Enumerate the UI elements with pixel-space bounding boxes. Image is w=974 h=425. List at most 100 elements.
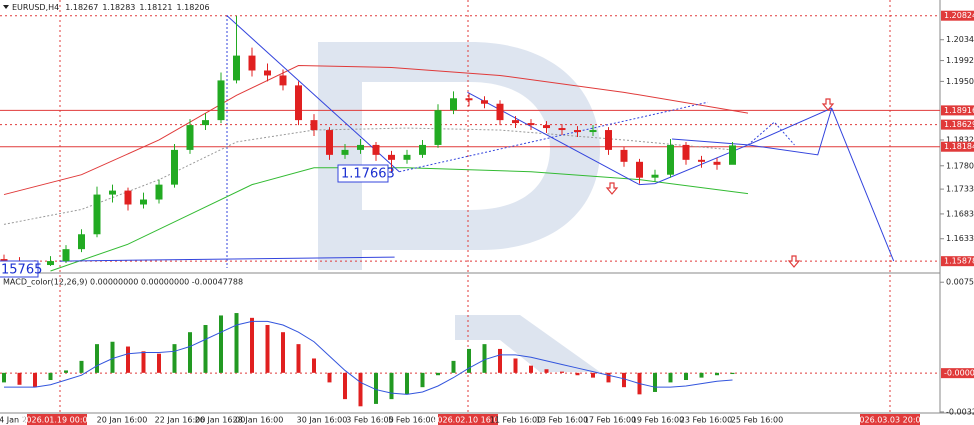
candle-body	[527, 123, 535, 126]
macd-bar	[358, 372, 363, 407]
menu-triangle	[3, 5, 9, 9]
level-label: -0.000026	[944, 369, 974, 378]
y-tick-label: 1.16330	[946, 234, 974, 243]
level-label-bg	[941, 105, 974, 116]
x-tick-label: 17 Feb 16:00	[584, 416, 636, 425]
chart-header: EURUSD,H4 1.18267 1.18283 1.18121 1.18206	[12, 3, 210, 12]
plot	[0, 15, 940, 407]
annotation-box	[0, 260, 39, 278]
level-label: 1.15878	[944, 257, 974, 266]
candle-body	[124, 190, 132, 205]
macd-bar	[281, 332, 285, 373]
y-tick-label: 1.20340	[946, 35, 974, 44]
candle-body	[341, 149, 349, 155]
header-open: 1.18267	[65, 3, 98, 12]
x-tick-label: 11 Feb 16:00	[490, 416, 542, 425]
macd-bar	[296, 344, 301, 373]
y-tick-label: 1.19500	[946, 77, 974, 86]
macd-bar	[2, 372, 6, 383]
macd-bar	[730, 372, 735, 375]
level-label-bg	[941, 256, 974, 267]
x-label-bg	[27, 414, 87, 425]
candle-body	[233, 55, 240, 81]
macd-bar	[513, 358, 518, 373]
macd-bar	[668, 372, 673, 383]
y-tick-label: 1.18320	[946, 135, 974, 144]
macd-bar	[157, 353, 161, 373]
candle-body	[481, 100, 488, 104]
macd-bar	[250, 317, 254, 373]
candle-body	[310, 120, 318, 131]
y-tick-label: 0.0075800	[946, 278, 974, 287]
header-low: 1.18121	[139, 3, 172, 12]
macd-bar	[48, 372, 53, 381]
candle-body	[78, 234, 85, 250]
y-tick-label: 1.17330	[946, 185, 974, 194]
candle-body	[372, 144, 380, 155]
candle-body	[264, 70, 271, 76]
watermark	[318, 42, 600, 372]
signal-arrows	[605, 98, 835, 268]
level-label-bg	[941, 119, 974, 130]
macd-bar	[141, 351, 146, 373]
x-tick-label: 2026.03.03 20:00	[854, 416, 925, 425]
macd-bar	[591, 372, 595, 378]
candle-body	[512, 120, 519, 124]
macd-bar	[265, 325, 270, 373]
header-high: 1.18283	[102, 3, 135, 12]
candle-body	[357, 144, 364, 150]
candle-body	[651, 174, 659, 178]
level-label: 1.18184	[944, 142, 974, 151]
macd-bar	[653, 372, 657, 392]
level-label: 1.20824	[944, 11, 974, 20]
candle-body	[682, 144, 690, 160]
annotation: 15765	[1, 263, 42, 278]
candle-body	[47, 261, 54, 266]
candle-body	[202, 120, 209, 126]
macd-bar	[343, 372, 347, 400]
macd-bar	[172, 344, 177, 373]
overlay-line	[59, 256, 395, 262]
symbol: EURUSD,H4	[12, 3, 59, 12]
candle-body	[434, 110, 442, 145]
x-label-bg	[860, 414, 920, 425]
overlay-line	[226, 15, 400, 173]
macd-bar	[436, 372, 440, 376]
x-tick-label: 20 Jan 16:00	[97, 416, 148, 425]
x-tick-label: 28 Jan 16:00	[233, 416, 284, 425]
candle-body	[217, 80, 225, 121]
candle-body	[667, 144, 674, 175]
overlay-line	[399, 101, 708, 173]
macd-bar	[622, 372, 626, 388]
macd-bar	[544, 369, 549, 373]
candle-body	[155, 184, 163, 200]
x-tick-label: 5 Feb 16:00	[388, 416, 435, 425]
candle-body	[62, 249, 70, 262]
candle-body	[419, 144, 426, 155]
candle-body	[279, 75, 287, 86]
macd-bar	[203, 325, 208, 373]
macd-bar	[498, 348, 502, 373]
candle-body	[465, 98, 473, 101]
macd-bar	[126, 346, 130, 373]
candle-body	[326, 130, 333, 155]
macd-bar	[560, 371, 564, 373]
x-tick-label: 3 Feb 16:00	[346, 416, 393, 425]
candle-body	[605, 130, 612, 150]
x-tick-label: 2026.01.19 00:00	[21, 416, 92, 425]
x-tick-label: 26 Jan 16:00	[195, 416, 246, 425]
macd-bar	[389, 372, 394, 400]
macd-bar	[219, 315, 223, 373]
x-tick-label: 22 Jan 16:00	[155, 416, 206, 425]
y-tick-label: 1.16830	[946, 209, 974, 218]
level-label-bg	[941, 368, 974, 379]
annotation: 1.17663	[341, 167, 395, 182]
candle-body	[388, 154, 395, 160]
annotation-box	[337, 164, 389, 183]
candle-body	[620, 149, 628, 162]
x-tick-label: 30 Jan 16:00	[297, 416, 348, 425]
macd-bar	[327, 372, 332, 383]
candle-body	[109, 190, 116, 195]
candle-body	[248, 55, 256, 71]
candle-body	[93, 194, 101, 235]
